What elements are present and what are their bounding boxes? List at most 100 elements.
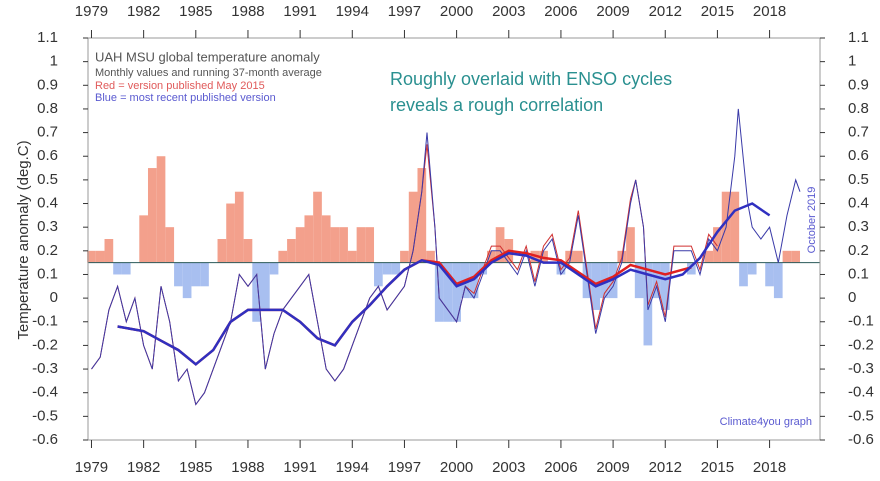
- enso-bar: [747, 262, 757, 275]
- y-tick-label: 0.5: [848, 171, 869, 188]
- x-tick-label: 2009: [596, 459, 629, 476]
- x-tick-label: 1979: [75, 3, 108, 20]
- x-tick-label: 2012: [649, 3, 682, 20]
- y-tick-label: 1.1: [848, 29, 869, 46]
- enso-bar: [165, 227, 175, 263]
- enso-bar: [261, 262, 270, 310]
- enso-bar: [374, 262, 383, 287]
- y-tick-label: 0.5: [37, 171, 58, 188]
- enso-bar: [452, 262, 461, 322]
- enso-bar: [495, 227, 505, 263]
- enso-bar: [443, 262, 453, 322]
- x-tick-label: 1994: [336, 3, 369, 20]
- legend-text: Blue = most recent published version: [95, 92, 276, 104]
- enso-bar: [321, 215, 331, 263]
- series-line: [117, 202, 771, 366]
- enso-bar: [174, 262, 183, 287]
- y-tick-label: 0.9: [37, 76, 58, 93]
- enso-bar: [217, 239, 227, 263]
- y-tick-label: -0.3: [32, 360, 58, 377]
- enso-bar: [191, 262, 201, 287]
- enso-bar: [330, 227, 340, 263]
- enso-bar: [487, 250, 496, 263]
- y-tick-label: -0.4: [32, 384, 58, 401]
- enso-bar: [573, 250, 583, 263]
- x-tick-label: 2018: [753, 459, 786, 476]
- enso-bar: [234, 191, 244, 263]
- enso-bar: [304, 215, 314, 263]
- x-tick-label: 1982: [127, 459, 160, 476]
- annotation: Roughly overlaid with ENSO cycles: [390, 69, 672, 89]
- x-tick-label: 2000: [440, 3, 473, 20]
- x-tick-label: 2009: [596, 3, 629, 20]
- y-tick-label: -0.1: [848, 313, 874, 330]
- enso-bar: [426, 250, 435, 263]
- y-tick-label: 0.7: [848, 124, 869, 141]
- enso-bar: [182, 262, 192, 299]
- enso-bar: [95, 250, 105, 263]
- legend-text: Red = version published May 2015: [95, 80, 265, 92]
- enso-bar: [704, 250, 714, 263]
- title-line: UAH MSU global temperature anomaly: [95, 49, 320, 64]
- y-tick-label: 1: [50, 53, 58, 70]
- y-tick-label: 0.6: [37, 147, 58, 164]
- y-tick-label: -0.1: [32, 313, 58, 330]
- enso-bar: [295, 227, 305, 263]
- enso-bar: [200, 262, 209, 287]
- y-tick-label: 0.1: [848, 265, 869, 282]
- x-tick-label: 1994: [336, 459, 369, 476]
- y-tick-label: -0.6: [32, 431, 58, 448]
- enso-bar: [287, 239, 296, 263]
- x-tick-label: 1997: [388, 459, 421, 476]
- x-tick-label: 1991: [283, 3, 316, 20]
- enso-bar: [313, 191, 322, 263]
- enso-bar: [226, 203, 235, 263]
- enso-bar: [113, 262, 122, 275]
- x-tick-label: 2006: [544, 459, 577, 476]
- x-tick-label: 2006: [544, 3, 577, 20]
- enso-bar: [104, 239, 114, 263]
- subtitle-line: Monthly values and running 37-month aver…: [95, 67, 322, 79]
- enso-bar: [347, 250, 357, 263]
- y-tick-label: 0: [848, 289, 856, 306]
- enso-bar: [252, 262, 262, 322]
- x-tick-label: 2012: [649, 459, 682, 476]
- enso-bar: [147, 168, 157, 263]
- y-tick-label: 0.4: [848, 194, 869, 211]
- enso-bar: [339, 227, 348, 263]
- x-tick-label: 1979: [75, 459, 108, 476]
- annotation: reveals a rough correlation: [390, 95, 603, 115]
- enso-bar: [765, 262, 774, 287]
- x-tick-label: 1988: [231, 3, 264, 20]
- y-tick-label: -0.5: [32, 407, 58, 424]
- y-axis-label: Temperature anomaly (deg.C): [15, 140, 32, 339]
- enso-bar: [634, 262, 644, 299]
- enso-bar: [269, 262, 279, 275]
- date-note: October 2019: [806, 187, 818, 254]
- enso-bar: [382, 262, 392, 275]
- plot-frame: [87, 37, 821, 441]
- x-tick-label: 1985: [179, 3, 212, 20]
- y-tick-label: 1.1: [37, 29, 58, 46]
- y-tick-label: 0.7: [37, 124, 58, 141]
- y-tick-label: -0.5: [848, 407, 874, 424]
- enso-bar: [139, 215, 148, 263]
- x-tick-label: 1997: [388, 3, 421, 20]
- enso-bar: [121, 262, 131, 275]
- enso-bar: [660, 262, 670, 310]
- enso-bar: [408, 191, 418, 263]
- enso-bar: [365, 227, 375, 263]
- y-tick-label: -0.4: [848, 384, 874, 401]
- enso-bar: [391, 262, 401, 275]
- x-tick-label: 2015: [701, 459, 734, 476]
- enso-bar: [400, 250, 409, 263]
- enso-bar: [356, 227, 366, 263]
- y-tick-label: 0.3: [37, 218, 58, 235]
- enso-bar: [713, 227, 722, 263]
- enso-bar: [791, 250, 801, 263]
- x-tick-label: 2015: [701, 3, 734, 20]
- x-tick-label: 2003: [492, 3, 525, 20]
- enso-bar: [626, 227, 635, 263]
- y-tick-label: 0.8: [37, 100, 58, 117]
- x-tick-label: 1985: [179, 459, 212, 476]
